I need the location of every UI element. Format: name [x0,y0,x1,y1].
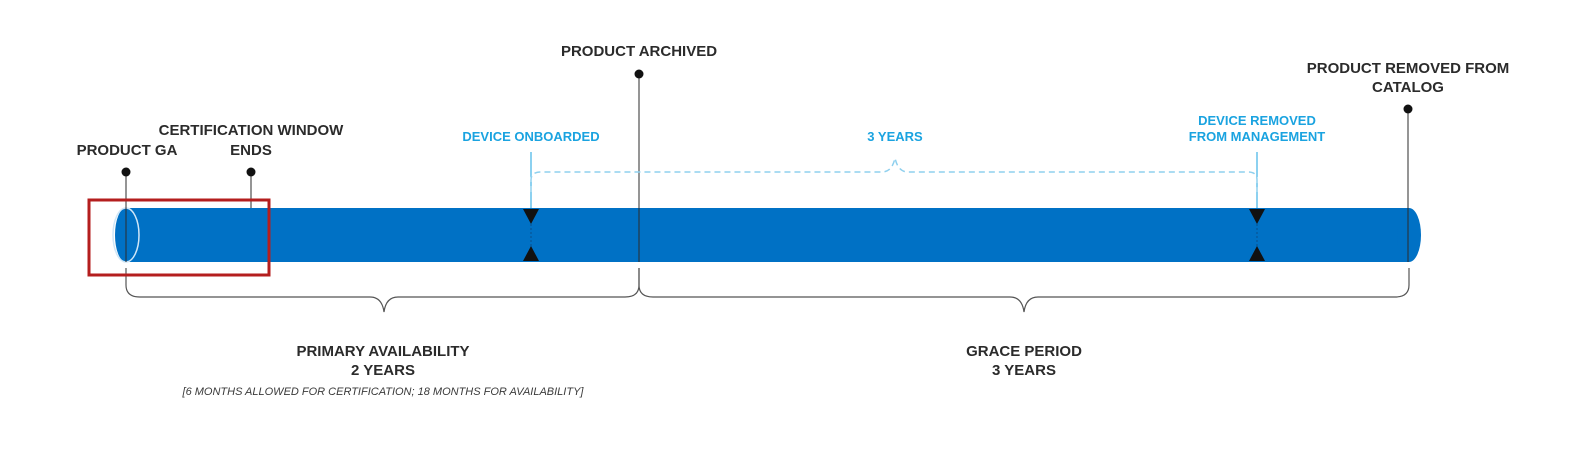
certification-window-marker: CERTIFICATION WINDOW ENDS [159,122,345,208]
timeline-bar [112,207,1421,263]
grace-period-label-line1: GRACE PERIOD [966,343,1082,360]
product-archived-marker: PRODUCT ARCHIVED [561,43,717,262]
certification-window-label-line1: CERTIFICATION WINDOW [159,122,345,139]
primary-availability-label-line1: PRIMARY AVAILABILITY [296,343,469,360]
primary-availability-label-line2: 2 YEARS [351,362,415,379]
device-onboarded-bottom-triangle [523,246,539,261]
bar-end-cap [1397,208,1421,262]
device-onboarded-marker: DEVICE ONBOARDED [462,129,600,261]
device-span-bracket: 3 YEARS [530,129,1258,192]
product-ga-label: PRODUCT GA [77,142,178,159]
primary-availability-brace: PRIMARY AVAILABILITY 2 YEARS [6 MONTHS A… [125,268,640,398]
device-removed-label-line2: FROM MANAGEMENT [1189,129,1326,144]
primary-availability-note: [6 MONTHS ALLOWED FOR CERTIFICATION; 18 … [182,386,585,398]
device-removed-label-line1: DEVICE REMOVED [1198,113,1316,128]
device-onboarded-top-triangle [523,209,539,224]
product-archived-label: PRODUCT ARCHIVED [561,43,717,60]
highlight-box [87,198,271,277]
grace-period-label-line2: 3 YEARS [992,362,1056,379]
device-removed-top-triangle [1249,209,1265,224]
certification-window-label-line2: ENDS [230,142,272,159]
product-ga-marker: PRODUCT GA [77,142,178,262]
product-removed-marker: PRODUCT REMOVED FROM CATALOG [1307,60,1510,262]
device-onboarded-label: DEVICE ONBOARDED [462,129,599,144]
device-span-label: 3 YEARS [867,129,923,144]
grace-period-brace: GRACE PERIOD 3 YEARS [638,268,1410,379]
product-removed-label-line2: CATALOG [1372,79,1444,96]
device-removed-bottom-triangle [1249,246,1265,261]
device-removed-marker: DEVICE REMOVED FROM MANAGEMENT [1189,113,1326,261]
product-removed-label-line1: PRODUCT REMOVED FROM [1307,60,1510,77]
